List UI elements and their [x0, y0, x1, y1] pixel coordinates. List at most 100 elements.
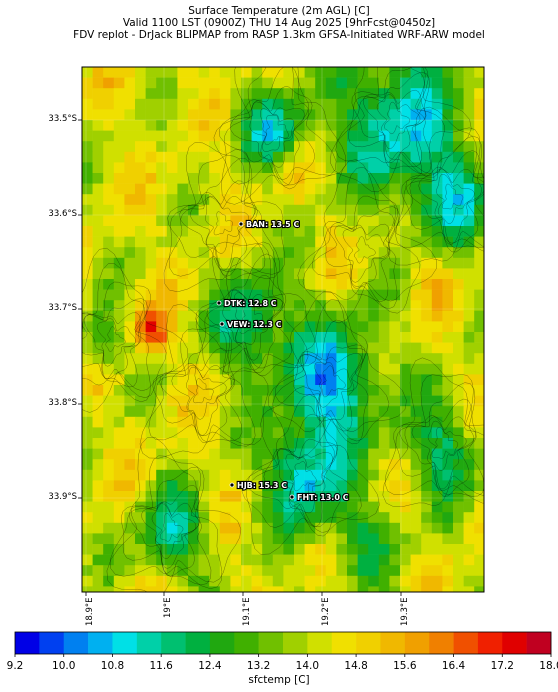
temperature-cell — [389, 385, 401, 396]
temperature-cell — [442, 310, 454, 322]
temperature-cell — [442, 374, 454, 386]
temperature-cell — [272, 183, 284, 195]
contour-line — [277, 447, 333, 514]
temperature-cell — [378, 300, 390, 312]
temperature-cell — [453, 162, 464, 174]
temperature-cell — [219, 257, 231, 269]
temperature-cell — [241, 279, 252, 290]
temperature-cell — [453, 565, 464, 577]
temperature-cell — [92, 395, 104, 407]
temperature-cell — [304, 522, 316, 534]
temperature-cell — [421, 522, 433, 534]
temperature-cell — [230, 575, 242, 587]
temperature-cell — [304, 544, 316, 555]
temperature-cell — [251, 151, 263, 163]
temperature-cell — [251, 300, 263, 312]
temperature-cell — [209, 353, 221, 365]
temperature-cell — [262, 151, 274, 163]
temperature-cell — [145, 151, 157, 163]
temperature-cell — [230, 215, 242, 227]
temperature-cell — [294, 554, 305, 566]
temperature-cell — [336, 67, 348, 78]
temperature-cell — [82, 162, 93, 174]
temperature-cell — [378, 109, 390, 121]
temperature-cell — [272, 448, 284, 460]
temperature-cell — [219, 300, 231, 312]
temperature-cell — [103, 544, 115, 555]
temperature-cell — [177, 88, 189, 100]
temperature-cell — [156, 522, 168, 534]
temperature-cell — [294, 173, 305, 184]
temperature-cell — [230, 279, 242, 290]
temperature-cell — [82, 332, 93, 343]
temperature-cell — [198, 342, 210, 354]
temperature-cell — [368, 522, 380, 534]
temperature-cell — [357, 173, 369, 184]
temperature-cell — [336, 151, 348, 163]
temperature-cell — [103, 374, 115, 386]
temperature-cell — [219, 438, 231, 449]
temperature-cell — [368, 416, 380, 428]
temperature-cell — [251, 130, 263, 142]
temperature-cell — [453, 279, 464, 290]
temperature-cell — [145, 554, 157, 566]
temperature-cell — [188, 173, 199, 184]
temperature-cell — [347, 459, 358, 471]
temperature-cell — [145, 448, 157, 460]
temperature-cell — [283, 533, 295, 545]
temperature-cell — [209, 321, 221, 333]
temperature-cell — [103, 109, 115, 121]
temperature-cell — [135, 88, 146, 100]
temperature-cell — [198, 353, 210, 365]
temperature-cell — [156, 173, 168, 184]
temperature-cell — [188, 194, 199, 206]
temperature-cell — [113, 501, 125, 513]
temperature-cell — [325, 130, 337, 142]
temperature-cell — [113, 332, 125, 343]
temperature-cell — [431, 512, 443, 524]
temperature-cell — [400, 427, 411, 439]
temperature-cell — [82, 77, 93, 89]
temperature-cell — [368, 109, 380, 121]
temperature-cell — [474, 77, 484, 89]
temperature-cell — [431, 98, 443, 110]
temperature-cell — [135, 77, 146, 89]
temperature-cell — [82, 480, 93, 492]
temperature-cell — [378, 501, 390, 513]
temperature-cell — [113, 438, 125, 449]
temperature-cell — [283, 98, 295, 110]
temperature-cell — [145, 257, 157, 269]
temperature-cell — [368, 342, 380, 354]
temperature-cell — [92, 77, 104, 89]
temperature-cell — [198, 109, 210, 121]
temperature-cell — [421, 416, 433, 428]
temperature-cell — [272, 88, 284, 100]
temperature-cell — [124, 448, 136, 460]
temperature-cell — [389, 300, 401, 312]
temperature-cell — [219, 459, 231, 471]
temperature-cell — [113, 459, 125, 471]
temperature-cell — [283, 77, 295, 89]
temperature-cell — [209, 586, 221, 592]
temperature-cell — [198, 459, 210, 471]
temperature-cell — [453, 130, 464, 142]
temperature-cell — [177, 300, 189, 312]
temperature-cell — [421, 406, 433, 418]
temperature-cell — [188, 151, 199, 163]
temperature-cell — [209, 332, 221, 343]
temperature-cell — [410, 342, 422, 354]
temperature-cell — [156, 77, 168, 89]
temperature-cell — [325, 363, 337, 375]
temperature-cell — [294, 289, 305, 301]
temperature-cell — [442, 480, 454, 492]
temperature-cell — [400, 120, 411, 131]
temperature-cell — [135, 173, 146, 184]
temperature-cell — [113, 289, 125, 301]
temperature-cell — [251, 98, 263, 110]
temperature-cell — [357, 501, 369, 513]
temperature-cell — [400, 141, 411, 153]
temperature-cell — [431, 332, 443, 343]
temperature-cell — [378, 395, 390, 407]
temperature-cell — [166, 374, 178, 386]
temperature-cell — [241, 183, 252, 195]
